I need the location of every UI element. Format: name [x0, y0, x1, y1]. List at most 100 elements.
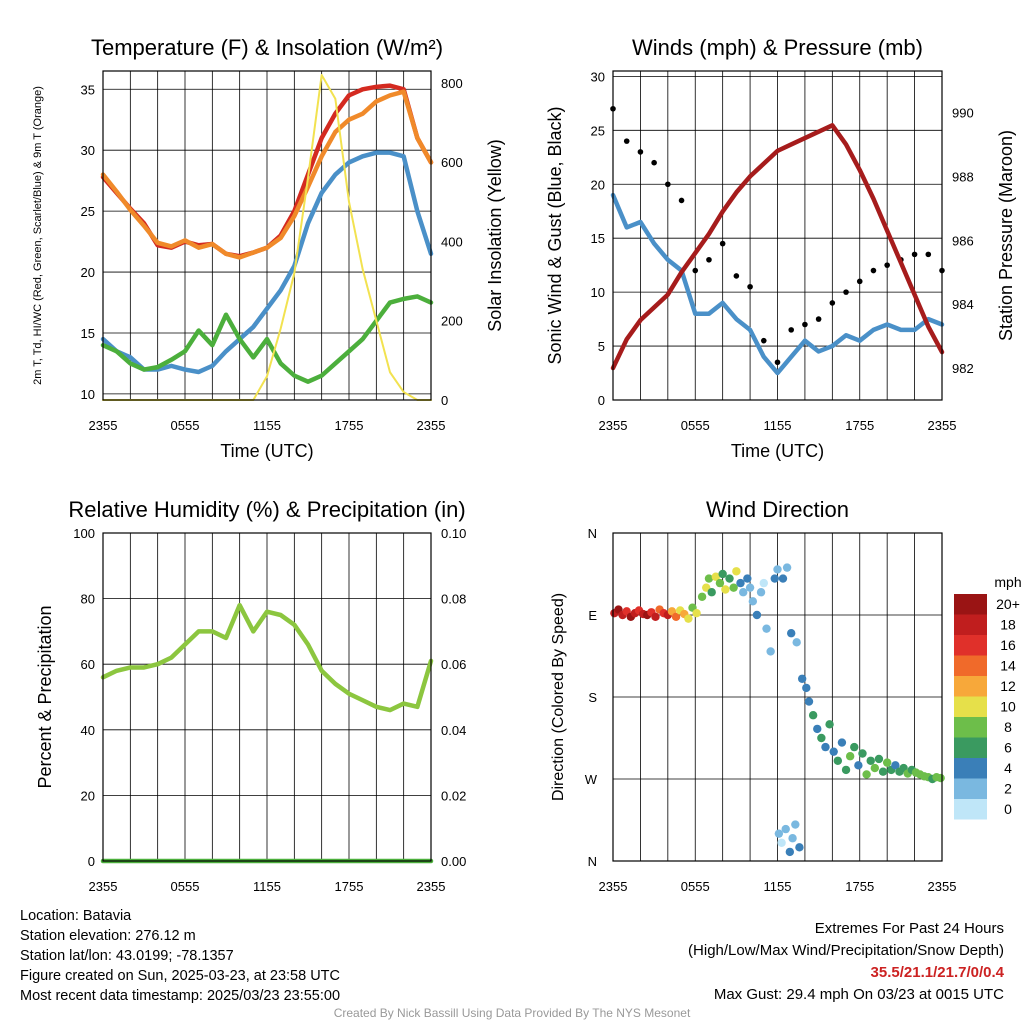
y-axis-label: 2m T, Td, HI/WC (Red, Green, Scarlet/Blu… — [32, 86, 44, 385]
y-tick-label: 0 — [598, 393, 605, 408]
direction-point — [707, 588, 716, 597]
direction-point — [795, 843, 804, 852]
colorbar-label: 8 — [1004, 719, 1012, 735]
direction-point — [692, 608, 701, 618]
station-info: Location: Batavia Station elevation: 276… — [20, 906, 340, 1006]
colorbar-swatch — [954, 676, 987, 697]
direction-point — [704, 574, 714, 583]
direction-point — [874, 754, 884, 764]
direction-point — [736, 578, 745, 588]
direction-point — [792, 638, 801, 647]
gust-point — [637, 149, 644, 155]
y-right-tick-label: 0.00 — [441, 854, 466, 869]
colorbar-title: mph — [994, 574, 1021, 590]
gust-point — [802, 321, 808, 328]
x-tick-label: 2355 — [417, 418, 446, 433]
recent-text: Most recent data timestamp: 2025/03/23 2… — [20, 988, 341, 1004]
colorbar-label: 12 — [1000, 678, 1016, 694]
direction-point — [882, 758, 892, 767]
y-right-tick-label: 0 — [441, 393, 448, 408]
y-right-tick-label: 984 — [952, 297, 974, 312]
panel-title: Relative Humidity (%) & Precipitation (i… — [68, 497, 465, 522]
y-tick-label: 35 — [81, 82, 95, 97]
colorbar-swatch — [954, 758, 987, 779]
direction-point — [748, 597, 758, 606]
colorbar-label: 18 — [1000, 617, 1016, 633]
colorbar-swatch — [954, 778, 987, 799]
direction-point — [817, 733, 826, 743]
colorbar-swatch — [954, 696, 987, 717]
y-tick-label: 25 — [591, 123, 605, 138]
direction-point — [802, 683, 811, 693]
y-axis-label: Percent & Precipitation — [35, 605, 55, 788]
direction-point — [833, 756, 843, 765]
credit-text: Created By Nick Bassill Using Data Provi… — [333, 1006, 691, 1020]
direction-point — [774, 829, 784, 838]
y-tick-label: 15 — [591, 231, 605, 246]
direction-point — [759, 578, 768, 588]
max-gust-text: Max Gust: 29.4 mph On 03/23 at 0015 UTC — [713, 986, 1004, 1003]
elevation-text: Station elevation: 276.12 m — [20, 928, 196, 944]
plot-border — [102, 532, 432, 862]
direction-point — [850, 742, 859, 752]
direction-point — [752, 610, 762, 620]
gust-point — [692, 267, 699, 274]
x-tick-label: 1755 — [335, 879, 364, 894]
direction-point — [804, 697, 814, 706]
direction-point — [651, 612, 660, 622]
gust-point — [719, 240, 726, 247]
direction-point — [788, 834, 797, 843]
direction-point — [739, 588, 748, 597]
direction-point — [766, 647, 775, 656]
direction-point — [711, 572, 721, 581]
y-tick-label: 10 — [591, 285, 605, 300]
latlon-text: Station lat/lon: 43.0199; -78.1357 — [20, 948, 234, 964]
y-tick-label: 40 — [81, 723, 95, 738]
y-tick-label: 80 — [81, 592, 95, 607]
y-axis-label: Direction (Colored By Speed) — [550, 593, 567, 801]
y-tick-label: 15 — [81, 326, 95, 341]
gust-point — [623, 138, 630, 144]
direction-point — [870, 763, 880, 773]
y-right-tick-label: 400 — [441, 234, 463, 249]
direction-point — [858, 749, 867, 758]
y-right-tick-label: 0.10 — [441, 526, 466, 541]
y-tick-label: E — [588, 608, 597, 623]
x-tick-label: 1155 — [764, 418, 792, 433]
x-tick-label: 2355 — [928, 418, 957, 433]
gust-point — [911, 251, 918, 258]
direction-point — [782, 563, 792, 572]
gust-point — [747, 283, 753, 290]
y-tick-label: N — [588, 526, 597, 541]
y-tick-label: 100 — [73, 526, 95, 541]
direction-point — [854, 761, 863, 770]
colorbar-swatch — [954, 614, 987, 635]
direction-point — [785, 847, 795, 857]
direction-point — [770, 574, 779, 583]
colorbar-label: 0 — [1004, 801, 1012, 817]
gust-point — [665, 181, 671, 188]
panel-title: Wind Direction — [706, 497, 849, 522]
x-axis-label: Time (UTC) — [220, 441, 313, 461]
direction-point — [829, 747, 838, 756]
direction-point — [671, 612, 681, 622]
x-tick-label: 2355 — [599, 418, 628, 433]
x-tick-label: 1155 — [253, 418, 281, 433]
y-right-axis-label: Station Pressure (Maroon) — [996, 130, 1016, 341]
x-tick-label: 2355 — [89, 879, 118, 894]
x-tick-label: 2355 — [417, 879, 446, 894]
gust-point — [774, 359, 781, 366]
y-axis-label: Sonic Wind & Gust (Blue, Black) — [545, 106, 565, 364]
direction-point — [721, 585, 730, 594]
colorbar-label: 2 — [1004, 781, 1012, 797]
gust-point — [760, 337, 767, 344]
x-tick-label: 1755 — [845, 418, 874, 433]
y-tick-label: 0 — [88, 854, 95, 869]
direction-point — [837, 738, 847, 747]
direction-point — [936, 773, 945, 783]
x-tick-label: 1155 — [764, 879, 792, 894]
gust-point — [843, 289, 849, 295]
x-tick-label: 0555 — [171, 879, 200, 894]
y-tick-label: 20 — [81, 265, 95, 280]
direction-point — [791, 820, 800, 829]
